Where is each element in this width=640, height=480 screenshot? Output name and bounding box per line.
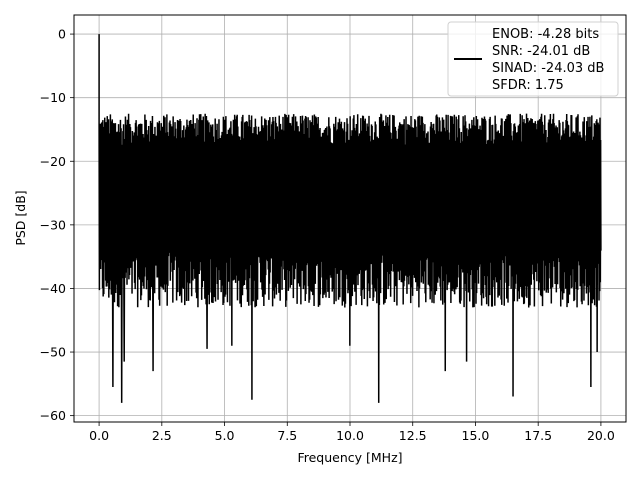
- x-tick-label: 0.0: [89, 428, 109, 443]
- y-tick-label: −40: [40, 281, 66, 296]
- legend: ENOB: -4.28 bits SNR: -24.01 dB SINAD: -…: [447, 21, 619, 97]
- y-tick-label: −20: [40, 154, 66, 169]
- x-tick-label: 10.0: [336, 428, 364, 443]
- y-axis-label: PSD [dB]: [13, 190, 28, 245]
- x-tick-label: 20.0: [587, 428, 615, 443]
- x-tick-label: 12.5: [399, 428, 427, 443]
- series-layer: [98, 34, 602, 403]
- x-tick-label: 7.5: [277, 428, 297, 443]
- legend-entry-sfdr: SFDR: 1.75: [492, 78, 564, 93]
- legend-entry-snr: SNR: -24.01 dB: [492, 44, 590, 59]
- x-tick-label: 5.0: [215, 428, 235, 443]
- y-tick-label: 0: [58, 27, 66, 42]
- x-tick-label: 15.0: [462, 428, 490, 443]
- x-axis-label: Frequency [MHz]: [297, 450, 402, 465]
- y-tick-label: −60: [40, 408, 66, 423]
- y-tick-label: −10: [40, 90, 66, 105]
- x-tick-label: 17.5: [524, 428, 552, 443]
- x-tick-label: 2.5: [152, 428, 172, 443]
- x-axis: 0.0 2.5 5.0 7.5 10.0 12.5 15.0 17.5 20.0: [89, 422, 615, 443]
- legend-box: [447, 21, 619, 97]
- y-tick-label: −50: [40, 345, 66, 360]
- y-tick-label: −30: [40, 217, 66, 232]
- y-axis: 0 −10 −20 −30 −40 −50 −60: [40, 27, 74, 423]
- psd-series-line: [98, 34, 602, 403]
- legend-entry-sinad: SINAD: -24.03 dB: [492, 61, 604, 76]
- legend-entry-enob: ENOB: -4.28 bits: [492, 27, 599, 42]
